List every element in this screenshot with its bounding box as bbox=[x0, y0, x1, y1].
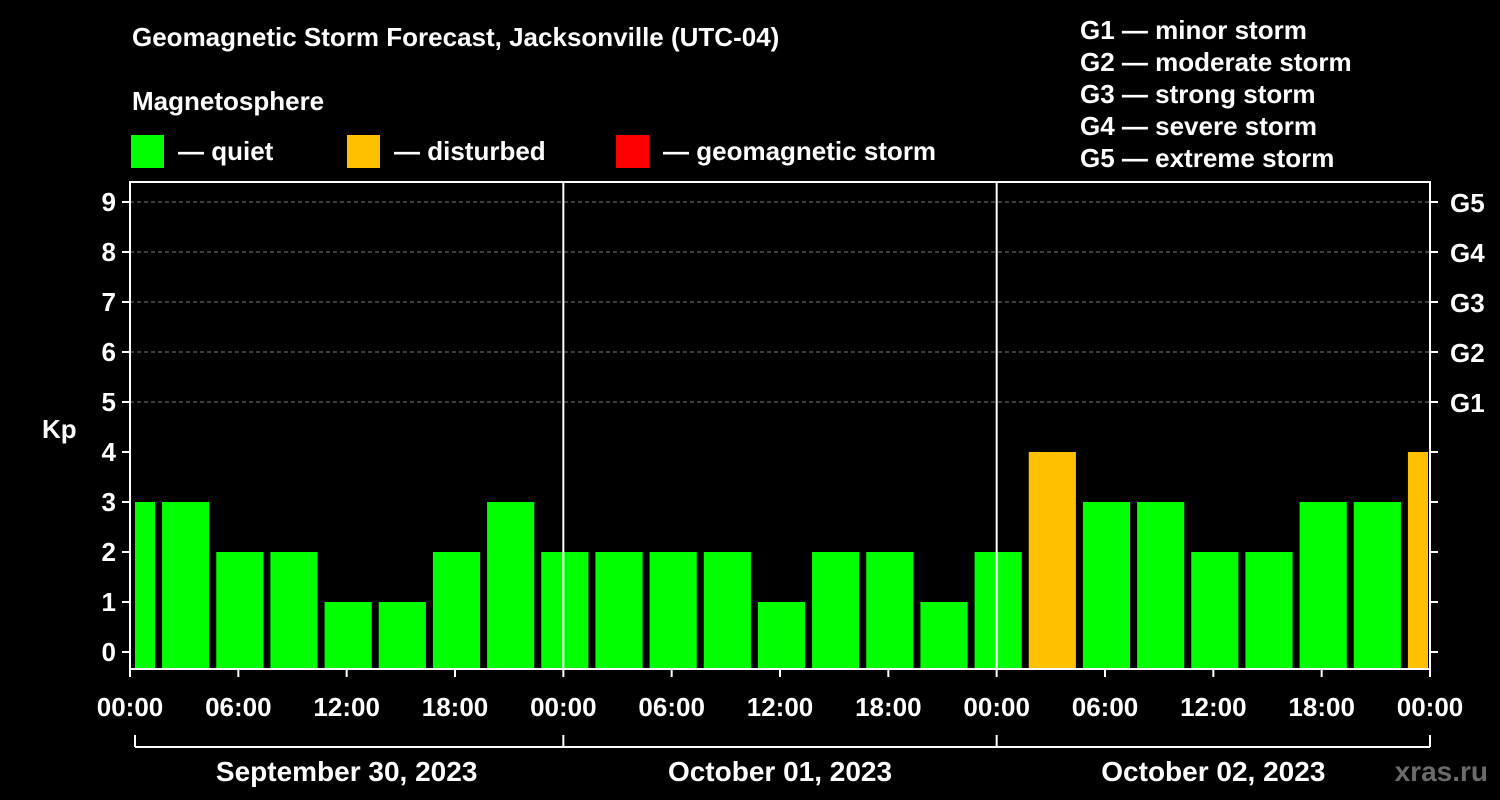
kp-bar-3 bbox=[270, 552, 318, 669]
legend-quiet-label: — quiet bbox=[178, 135, 274, 166]
legend-storm-label: — geomagnetic storm bbox=[663, 135, 937, 166]
kp-bar-2 bbox=[216, 552, 264, 669]
g-level-label-g3: G3 bbox=[1450, 288, 1485, 318]
kp-bar-22 bbox=[1299, 502, 1347, 669]
kp-bar-7 bbox=[487, 502, 535, 669]
x-tick-label-9: 06:00 bbox=[1072, 692, 1139, 722]
g-level-label-g5: G5 bbox=[1450, 188, 1485, 218]
kp-bar-14 bbox=[866, 552, 914, 669]
g-level-label-g2: G2 bbox=[1450, 338, 1485, 368]
storm-scale-g3: G3 — strong storm bbox=[1080, 79, 1316, 109]
x-tick-label-10: 12:00 bbox=[1180, 692, 1247, 722]
storm-scale-g1: G1 — minor storm bbox=[1080, 15, 1307, 45]
y-axis-title: Kp bbox=[42, 414, 77, 444]
kp-bar-11 bbox=[703, 552, 751, 669]
g-level-label-g1: G1 bbox=[1450, 388, 1485, 418]
kp-bar-4 bbox=[324, 602, 372, 669]
y-tick-label-9: 9 bbox=[102, 187, 116, 217]
g-level-label-g4: G4 bbox=[1450, 238, 1485, 268]
kp-bar-10 bbox=[649, 552, 697, 669]
kp-bar-15 bbox=[920, 602, 968, 669]
legend-disturbed: — disturbed bbox=[347, 134, 546, 168]
y-tick-label-1: 1 bbox=[102, 587, 116, 617]
legend-storm-swatch bbox=[616, 134, 649, 168]
x-tick-label-1: 06:00 bbox=[205, 692, 272, 722]
kp-bar-12 bbox=[757, 602, 806, 669]
kp-bar-24 bbox=[1407, 452, 1428, 669]
y-tick-label-4: 4 bbox=[102, 437, 117, 467]
kp-bar-17 bbox=[1028, 452, 1076, 669]
kp-bar-18 bbox=[1082, 502, 1131, 669]
kp-bar-19 bbox=[1137, 502, 1185, 669]
date-label-0: September 30, 2023 bbox=[216, 756, 478, 787]
y-tick-label-5: 5 bbox=[102, 387, 116, 417]
kp-bar-20 bbox=[1191, 552, 1239, 669]
chart-title: Geomagnetic Storm Forecast, Jacksonville… bbox=[132, 22, 780, 52]
storm-scale-g5: G5 — extreme storm bbox=[1080, 143, 1335, 173]
kp-bar-9 bbox=[595, 552, 643, 669]
x-tick-label-6: 12:00 bbox=[747, 692, 814, 722]
kp-bar-23 bbox=[1353, 502, 1401, 669]
x-tick-label-7: 18:00 bbox=[855, 692, 922, 722]
kp-bar-16 bbox=[974, 552, 1022, 669]
date-label-2: October 02, 2023 bbox=[1101, 756, 1325, 787]
kp-bar-0 bbox=[135, 502, 156, 669]
y-tick-label-6: 6 bbox=[102, 337, 116, 367]
x-tick-label-0: 00:00 bbox=[97, 692, 164, 722]
storm-scale-list: G1 — minor storm G2 — moderate storm G3 … bbox=[1080, 14, 1352, 174]
kp-bar-6 bbox=[432, 552, 481, 669]
legend-storm: — geomagnetic storm bbox=[616, 134, 936, 168]
x-tick-label-11: 18:00 bbox=[1288, 692, 1355, 722]
magnetosphere-label: Magnetosphere bbox=[132, 86, 325, 116]
x-tick-label-3: 18:00 bbox=[422, 692, 489, 722]
watermark: xras.ru bbox=[1394, 756, 1488, 787]
storm-scale-g2: G2 — moderate storm bbox=[1080, 47, 1352, 77]
kp-bar-8 bbox=[541, 552, 589, 669]
y-tick-label-8: 8 bbox=[102, 237, 116, 267]
date-label-1: October 01, 2023 bbox=[668, 756, 892, 787]
x-tick-label-8: 00:00 bbox=[963, 692, 1030, 722]
kp-bar-13 bbox=[812, 552, 860, 669]
y-tick-label-3: 3 bbox=[102, 487, 116, 517]
legend-quiet-swatch bbox=[131, 134, 164, 168]
x-tick-label-4: 00:00 bbox=[530, 692, 597, 722]
legend-quiet: — quiet bbox=[131, 134, 273, 168]
x-tick-label-2: 12:00 bbox=[313, 692, 380, 722]
legend-disturbed-swatch bbox=[347, 134, 380, 168]
x-tick-label-12: 00:00 bbox=[1397, 692, 1464, 722]
kp-bar-5 bbox=[378, 602, 426, 669]
kp-bar-1 bbox=[162, 502, 210, 669]
x-tick-label-5: 06:00 bbox=[638, 692, 705, 722]
y-tick-label-2: 2 bbox=[102, 537, 116, 567]
y-tick-label-0: 0 bbox=[102, 637, 116, 667]
legend-disturbed-label: — disturbed bbox=[394, 135, 546, 166]
kp-bar-21 bbox=[1245, 552, 1293, 669]
y-tick-label-7: 7 bbox=[102, 287, 116, 317]
storm-scale-g4: G4 — severe storm bbox=[1080, 111, 1318, 141]
